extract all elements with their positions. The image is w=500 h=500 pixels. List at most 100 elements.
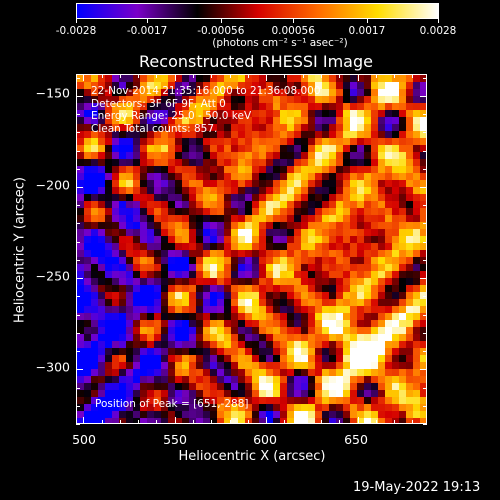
heatmap-cell [259,404,267,412]
y-axis-title: Heliocentric Y (arcsec) [12,177,28,323]
heatmap-cell [378,166,386,174]
heatmap-cell [399,271,407,279]
heatmap-cell [287,236,295,244]
x-minor-tick [320,420,322,424]
heatmap-plot-area: 22-Nov-2014 21:35:16.000 to 21:36:08.000… [76,74,427,424]
heatmap-cell [252,110,260,118]
heatmap-cell [189,257,197,265]
heatmap-cell [98,75,106,83]
heatmap-cell [406,152,414,160]
heatmap-cell [154,327,162,335]
heatmap-cell [224,362,232,370]
heatmap-cell [119,404,127,412]
heatmap-cell [91,215,99,223]
heatmap-cell [266,418,274,423]
heatmap-cell [378,229,386,237]
heatmap-cell [371,152,379,160]
heatmap-cell [189,327,197,335]
heatmap-cell [273,117,281,125]
heatmap-cell [406,285,414,293]
heatmap-cell [399,236,407,244]
heatmap-cell [357,271,365,279]
heatmap-cell [224,75,232,83]
heatmap-cell [168,124,176,132]
heatmap-cell [154,222,162,230]
heatmap-cell [336,173,344,181]
heatmap-cell [336,124,344,132]
heatmap-cell [147,278,155,286]
heatmap-cell [91,145,99,153]
heatmap-cell [259,257,267,265]
heatmap-cell [147,250,155,258]
heatmap-cell [392,152,400,160]
heatmap-cell [378,222,386,230]
heatmap-cell [238,75,246,83]
heatmap-cell [322,201,330,209]
heatmap-cell [329,285,337,293]
heatmap-cell [203,180,211,188]
heatmap-cell [161,124,169,132]
heatmap-cell [399,173,407,181]
heatmap-cell [154,201,162,209]
heatmap-cell [252,145,260,153]
heatmap-cell [196,173,204,181]
heatmap-cell [189,173,197,181]
heatmap-cell [266,110,274,118]
heatmap-cell [322,257,330,265]
heatmap-cell [308,124,316,132]
heatmap-cell [77,383,85,391]
heatmap-cell [91,264,99,272]
heatmap-cell [140,243,148,251]
heatmap-cell [182,243,190,251]
heatmap-cell [413,376,421,384]
heatmap-cell [210,397,218,405]
heatmap-cell [322,194,330,202]
heatmap-cell [140,411,148,419]
heatmap-cell [273,285,281,293]
heatmap-cell [273,278,281,286]
heatmap-cell [371,131,379,139]
heatmap-cell [196,334,204,342]
heatmap-cell [315,278,323,286]
heatmap-cell [406,236,414,244]
heatmap-cell [420,75,426,83]
heatmap-cell [406,159,414,167]
heatmap-cell [175,271,183,279]
y-minor-tick [76,387,80,389]
heatmap-cell [98,341,106,349]
heatmap-cell [203,320,211,328]
heatmap-cell [203,89,211,97]
heatmap-cell [175,222,183,230]
heatmap-cell [371,369,379,377]
heatmap-cell [126,355,134,363]
heatmap-cell [210,418,218,423]
heatmap-cell [413,299,421,307]
heatmap-cell [231,222,239,230]
heatmap-cell [322,250,330,258]
heatmap-cell [357,215,365,223]
heatmap-cell [245,285,253,293]
heatmap-cell [308,201,316,209]
heatmap-cell [154,334,162,342]
y-minor-tick [423,132,427,134]
info-clean-counts: Clean Total counts: 857. [91,122,218,135]
heatmap-cell [385,299,393,307]
heatmap-cell [126,152,134,160]
heatmap-cell [84,96,92,104]
heatmap-cell [161,236,169,244]
heatmap-cell [182,383,190,391]
heatmap-cell [217,355,225,363]
heatmap-cell [308,404,316,412]
heatmap-cell [182,299,190,307]
heatmap-cell [133,292,141,300]
heatmap-cell [168,89,176,97]
heatmap-cell [322,369,330,377]
heatmap-cell [357,180,365,188]
heatmap-cell [224,89,232,97]
heatmap-cell [154,82,162,90]
heatmap-cell [154,96,162,104]
heatmap-cell [231,138,239,146]
heatmap-cell [350,222,358,230]
heatmap-cell [343,264,351,272]
heatmap-cell [210,145,218,153]
